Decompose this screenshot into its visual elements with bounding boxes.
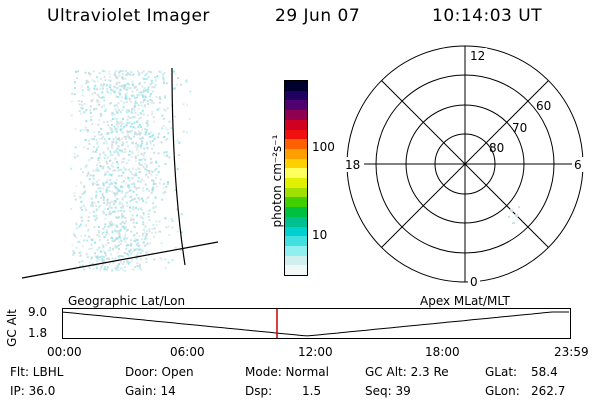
observation-date: 29 Jun 07: [275, 6, 361, 26]
x-tick-1200: 12:00: [298, 345, 333, 359]
colorbar-segment: [285, 178, 307, 188]
colorbar-segment: [285, 81, 307, 91]
lat-label-80: 80: [489, 141, 504, 155]
glat-value: 58.4: [531, 365, 558, 379]
colorbar-label: photon cm⁻²s⁻¹: [270, 134, 284, 228]
strip-y-label: GC Alt: [4, 309, 19, 347]
colorbar-segment: [285, 158, 307, 169]
colorbar-segment: [285, 226, 307, 237]
door-info: Door: Open: [125, 365, 194, 379]
seq-info: Seq: 39: [365, 384, 411, 398]
glon-label: GLon:: [485, 384, 520, 398]
colorbar-segment: [285, 168, 307, 179]
glat-label: GLat:: [485, 365, 518, 379]
strip-y-tick-low: 1.8: [28, 326, 48, 340]
observation-time: 10:14:03 UT: [432, 6, 543, 26]
polar-diagonal-2: [381, 80, 549, 248]
x-tick-1800: 18:00: [425, 345, 460, 359]
colorbar-segment: [285, 110, 307, 120]
colorbar-segment: [285, 119, 307, 130]
lat-label-70: 70: [512, 121, 527, 135]
mlt-label-0: 0: [470, 275, 478, 289]
colorbar-segment: [285, 197, 307, 208]
colorbar-segment: [285, 129, 307, 140]
colorbar-segment: [285, 90, 307, 101]
colorbar-segment: [285, 216, 307, 227]
mlt-label-6: 6: [574, 158, 582, 172]
ip-info: IP: 36.0: [10, 384, 56, 398]
colorbar-segment: [285, 100, 307, 111]
x-tick-2359: 23:59: [554, 345, 589, 359]
geographic-image-panel: [21, 67, 219, 279]
lat-label-60: 60: [536, 99, 551, 113]
polar-speckles: [508, 206, 520, 224]
colorbar-segment: [285, 187, 307, 198]
colorbar-segment: [285, 139, 307, 149]
glon-value: 262.7: [531, 384, 566, 398]
terminator-line: [171, 67, 186, 266]
strip-left-title: Geographic Lat/Lon: [68, 294, 186, 308]
colorbar: [284, 80, 308, 276]
gain-info: Gain: 14: [125, 384, 176, 398]
filter-info: Flt: LBHL: [10, 365, 64, 379]
limb-line: [21, 241, 219, 279]
strip-y-tick-high: 9.0: [28, 305, 48, 319]
colorbar-segment: [285, 207, 307, 217]
polar-mlt-plot: 12 18 6 0 60 70 80: [342, 45, 586, 289]
mlt-label-12: 12: [470, 49, 485, 63]
strip-frame: [62, 308, 571, 339]
gc-alt-info: GC Alt: 2.3 Re: [365, 365, 449, 379]
gc-altitude-strip: [62, 308, 571, 339]
dsp-value: 1.5: [302, 384, 322, 398]
colorbar-tick-100: 100: [312, 140, 335, 154]
x-tick-0000: 00:00: [47, 345, 82, 359]
colorbar-tick-10: 10: [312, 228, 328, 242]
colorbar-segment: [285, 265, 307, 276]
aurora-speckle-field: [70, 70, 192, 272]
strip-right-title: Apex MLat/MLT: [420, 294, 510, 308]
colorbar-segment: [285, 255, 307, 266]
colorbar-segment: [285, 148, 307, 159]
dsp-label: Dsp:: [245, 384, 273, 398]
colorbar-segment: [285, 236, 307, 246]
altitude-curve: [62, 311, 569, 337]
instrument-title: Ultraviolet Imager: [47, 6, 210, 26]
colorbar-segment: [285, 245, 307, 256]
mlt-label-18: 18: [345, 158, 360, 172]
mode-info: Mode: Normal: [245, 365, 329, 379]
x-tick-0600: 06:00: [170, 345, 205, 359]
